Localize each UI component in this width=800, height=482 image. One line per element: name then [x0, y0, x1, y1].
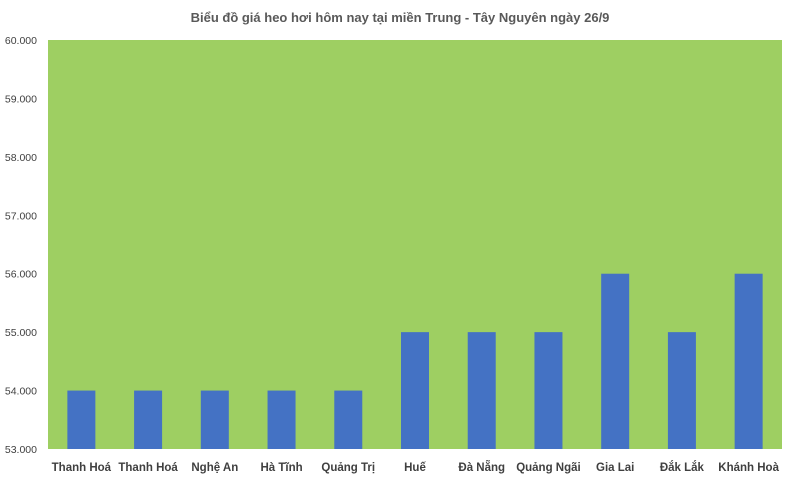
bar	[601, 273, 630, 449]
x-category-label: Gia Lai	[596, 462, 634, 474]
x-category-label: Hà Tĩnh	[260, 462, 302, 474]
bar	[534, 332, 563, 449]
bar	[734, 273, 763, 449]
y-tick-label: 54.000	[5, 386, 37, 398]
y-tick-label: 60.000	[5, 35, 37, 47]
y-tick-label: 55.000	[5, 327, 37, 339]
bar	[334, 390, 363, 449]
y-tick-label: 53.000	[5, 444, 37, 456]
chart-title: Biểu đồ giá heo hơi hôm nay tại miền Tru…	[191, 10, 610, 25]
y-tick-label: 58.000	[5, 152, 37, 164]
bar	[267, 390, 296, 449]
x-category-label: Quảng Trị	[321, 462, 375, 474]
bar	[467, 332, 496, 449]
y-tick-label: 56.000	[5, 269, 37, 281]
bar	[667, 332, 696, 449]
x-category-label: Khánh Hoà	[718, 462, 779, 474]
x-category-label: Thanh Hoá	[52, 462, 112, 474]
x-category-label: Đà Nẵng	[458, 461, 505, 474]
y-tick-label: 57.000	[5, 210, 37, 222]
x-category-label: Quảng Ngãi	[516, 462, 581, 474]
y-tick-label: 59.000	[5, 93, 37, 105]
bar	[200, 390, 229, 449]
bar	[134, 390, 163, 449]
x-category-label: Đắk Lắk	[660, 461, 705, 474]
bar	[401, 332, 429, 449]
x-category-label: Nghệ An	[191, 462, 238, 474]
bar	[67, 390, 96, 449]
x-category-label: Huế	[404, 462, 426, 474]
x-category-label: Thanh Hoá	[118, 462, 178, 474]
